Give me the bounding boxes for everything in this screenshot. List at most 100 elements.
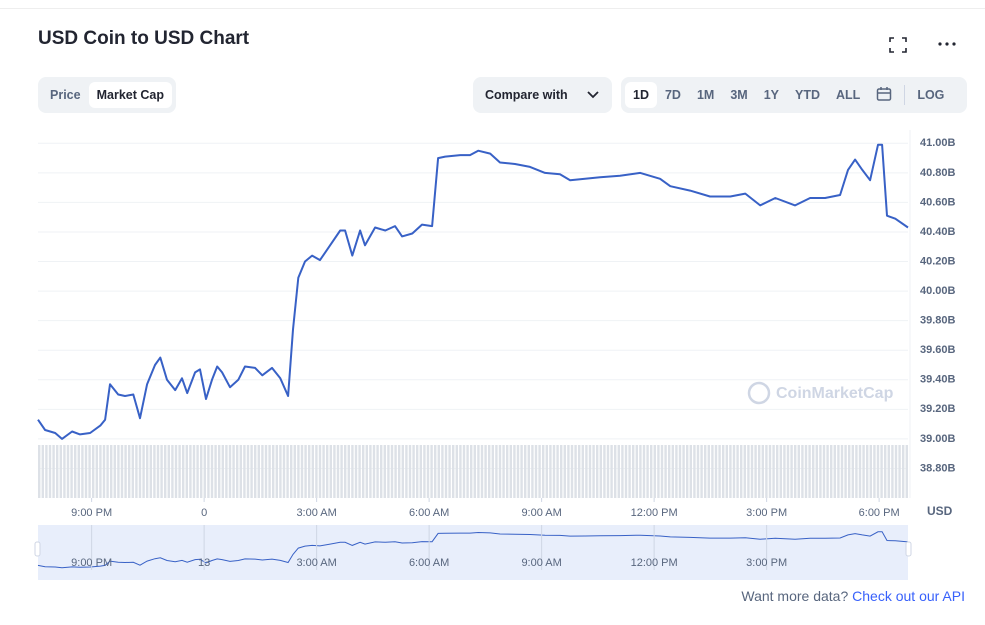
volume-stripe [520, 445, 523, 498]
y-tick-label: 40.00B [920, 285, 956, 297]
range-button[interactable]: 7D [664, 88, 681, 102]
volume-stripe [837, 445, 840, 498]
tab[interactable]: Price [50, 88, 81, 102]
volume-stripe [776, 445, 779, 498]
y-tick-label: 38.80B [920, 462, 956, 474]
data-line [37, 143, 909, 440]
volume-stripe [95, 445, 98, 498]
volume-stripe [81, 445, 84, 498]
navigator-label: 9:00 PM [71, 557, 112, 569]
volume-stripe [880, 445, 883, 498]
volume-stripe [675, 445, 678, 498]
volume-stripe [596, 445, 599, 498]
volume-stripe [711, 445, 714, 498]
volume-stripe [200, 445, 203, 498]
tab[interactable]: Market Cap [88, 82, 172, 108]
volume-stripe [300, 445, 304, 498]
volume-stripe [560, 445, 563, 498]
volume-stripe [59, 445, 62, 498]
volume-stripe [52, 445, 55, 498]
volume-stripe [110, 445, 113, 498]
volume-stripe [538, 445, 541, 498]
volume-stripe [250, 445, 253, 498]
volume-stripe [815, 445, 818, 498]
volume-stripe [740, 445, 743, 498]
volume-stripe [214, 445, 217, 498]
volume-stripe [448, 445, 451, 498]
volume-stripe [707, 445, 710, 498]
volume-stripe [588, 445, 592, 498]
fullscreen-icon[interactable] [889, 37, 907, 53]
volume-stripe [714, 445, 718, 498]
volume-stripe [286, 445, 289, 498]
volume-stripe [380, 445, 383, 498]
log-button[interactable]: LOG [917, 88, 945, 102]
calendar-button[interactable] [868, 80, 900, 110]
footer: Want more data? Check out our API [741, 588, 965, 604]
y-tick-label: 39.80B [920, 315, 956, 327]
volume-stripe [747, 445, 750, 498]
calendar-icon [877, 87, 892, 101]
volume-stripe [264, 445, 268, 498]
volume-stripe [326, 445, 329, 498]
volume-stripe [120, 445, 124, 498]
volume-stripe [41, 445, 44, 498]
range-button[interactable]: 1Y [763, 88, 780, 102]
volume-stripe [315, 445, 318, 498]
volume-stripe [822, 445, 826, 498]
volume-stripe [552, 445, 556, 498]
unit-label: USD [927, 504, 953, 518]
volume-stripe [38, 445, 41, 498]
navigator-label: 12:00 PM [631, 557, 678, 569]
volume-stripe [718, 445, 721, 498]
compare-dropdown[interactable]: Compare with [473, 77, 612, 113]
volume-stripe [142, 445, 145, 498]
volume-stripe [794, 445, 797, 498]
volume-stripe [372, 445, 376, 498]
y-tick-label: 39.00B [920, 433, 956, 445]
volume-stripe [99, 445, 102, 498]
x-tick-label: 3:00 AM [296, 507, 336, 519]
volume-stripe [657, 445, 660, 498]
volume-stripe [772, 445, 775, 498]
range-group: 1D 7D 1M 3M 1Y YTD ALL LOG [621, 77, 967, 113]
volume-stripe [128, 445, 131, 498]
volume-stripe [117, 445, 120, 498]
volume-stripe [653, 445, 656, 498]
volume-stripe [167, 445, 170, 498]
volume-stripe [398, 445, 401, 498]
navigator-bg [38, 525, 908, 580]
volume-stripe [509, 445, 512, 498]
volume-stripe [570, 445, 574, 498]
volume-stripe [189, 445, 192, 498]
api-link[interactable]: Check out our API [852, 588, 965, 604]
volume-stripe [401, 445, 404, 498]
volume-stripe [617, 445, 620, 498]
range-button[interactable]: ALL [836, 88, 861, 102]
volume-stripe [801, 445, 804, 498]
volume-stripe [732, 445, 736, 498]
more-icon[interactable] [937, 40, 957, 48]
volume-stripe [470, 445, 473, 498]
volume-stripe [178, 445, 181, 498]
range-button[interactable]: YTD [795, 88, 821, 102]
volume-stripe [527, 445, 530, 498]
range-button[interactable]: 3M [730, 88, 748, 102]
volume-stripe [722, 445, 725, 498]
range-button[interactable]: 1D [625, 82, 657, 108]
volume-stripe [761, 445, 764, 498]
volume-stripe [362, 445, 365, 498]
volume-stripe [779, 445, 782, 498]
volume-stripe [624, 445, 628, 498]
volume-stripe [77, 445, 80, 498]
volume-stripe [736, 445, 739, 498]
watermark-logo [747, 381, 771, 405]
range-button[interactable]: 1M [696, 88, 715, 102]
volume-stripe [804, 445, 808, 498]
volume-stripe [387, 445, 390, 498]
chart: 41.00B 40.80B 40.60B 40.40B 40.20B 40.00B 39.8… [34, 130, 956, 580]
volume-stripe [758, 445, 761, 498]
volume-stripe [754, 445, 757, 498]
volume-stripe [606, 445, 610, 498]
volume-stripe [138, 445, 142, 498]
